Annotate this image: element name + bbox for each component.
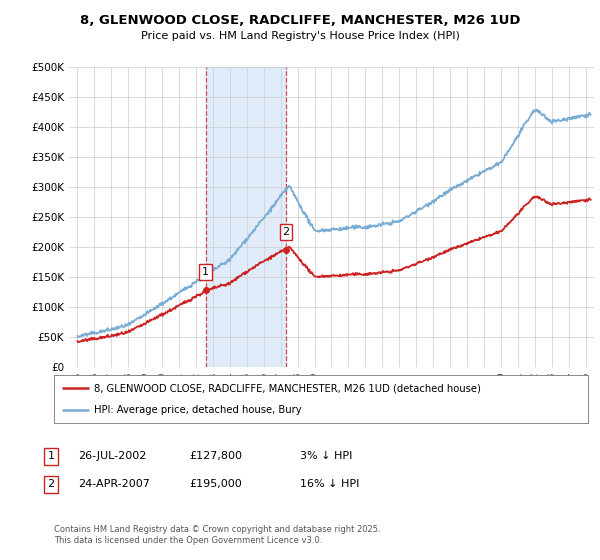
Text: 2: 2 (283, 227, 290, 237)
Text: 24-APR-2007: 24-APR-2007 (78, 479, 150, 489)
Text: 1: 1 (47, 451, 55, 461)
Text: Contains HM Land Registry data © Crown copyright and database right 2025.
This d: Contains HM Land Registry data © Crown c… (54, 525, 380, 545)
Text: 2: 2 (47, 479, 55, 489)
Text: HPI: Average price, detached house, Bury: HPI: Average price, detached house, Bury (94, 405, 302, 415)
Text: 3% ↓ HPI: 3% ↓ HPI (300, 451, 352, 461)
Text: £127,800: £127,800 (189, 451, 242, 461)
Text: £195,000: £195,000 (189, 479, 242, 489)
Text: Price paid vs. HM Land Registry's House Price Index (HPI): Price paid vs. HM Land Registry's House … (140, 31, 460, 41)
Text: 8, GLENWOOD CLOSE, RADCLIFFE, MANCHESTER, M26 1UD (detached house): 8, GLENWOOD CLOSE, RADCLIFFE, MANCHESTER… (94, 383, 481, 393)
Bar (206, 67, 286, 367)
Text: 1: 1 (202, 267, 209, 277)
Text: 8, GLENWOOD CLOSE, RADCLIFFE, MANCHESTER, M26 1UD: 8, GLENWOOD CLOSE, RADCLIFFE, MANCHESTER… (80, 14, 520, 27)
Text: 16% ↓ HPI: 16% ↓ HPI (300, 479, 359, 489)
Text: 26-JUL-2002: 26-JUL-2002 (78, 451, 146, 461)
